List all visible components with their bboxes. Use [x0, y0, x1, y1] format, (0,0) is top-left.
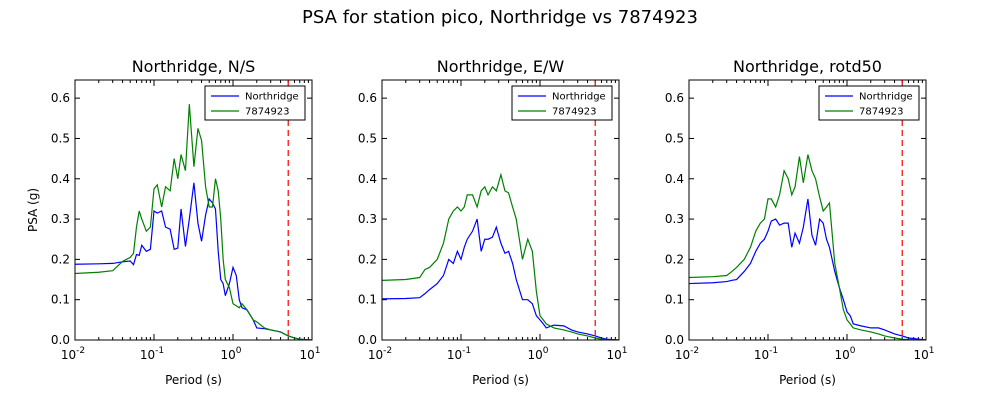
y-tick-label: 0.4: [358, 172, 377, 186]
series-line-northridge: [689, 198, 926, 340]
y-tick-label: 0.5: [358, 131, 377, 145]
chart-panel-2: Northridge, E/W 0.0 0.1 0.2 0.3 0.4 0.5 0.6 10-2…: [358, 57, 628, 387]
x-tick-label: 100: [834, 346, 855, 362]
legend: Northridge 7874923: [204, 85, 306, 121]
y-tick-label: 0.3: [358, 212, 377, 226]
series-line-northridge: [382, 218, 619, 340]
legend: Northridge 7874923: [818, 85, 920, 121]
panel-title: Northridge, E/W: [437, 57, 565, 76]
legend-entry: Northridge: [552, 92, 606, 103]
axes-frame: [688, 79, 927, 341]
axes-frame: [74, 79, 313, 341]
y-tick-label: 0.3: [665, 212, 684, 226]
figure-suptitle: PSA for station pico, Northridge vs 7874…: [302, 7, 698, 28]
legend-entry: 7874923: [859, 107, 904, 118]
y-tick-label: 0.0: [358, 333, 377, 347]
x-axis-label: Period (s): [472, 373, 529, 387]
panel-title: Northridge, rotd50: [733, 57, 882, 76]
series-line-simulation: [75, 104, 312, 340]
legend-box: [204, 85, 306, 121]
y-axis-label: PSA (g): [26, 188, 40, 232]
series-line-simulation: [689, 154, 926, 340]
y-tick-label: 0.0: [51, 333, 70, 347]
x-tick-label: 100: [220, 346, 241, 362]
y-tick-label: 0.3: [51, 212, 70, 226]
y-tick-label: 0.1: [665, 293, 684, 307]
y-tick-label: 0.2: [358, 252, 377, 266]
series-line-simulation: [382, 172, 619, 340]
legend-entry: 7874923: [245, 107, 290, 118]
x-tick-label: 10-1: [140, 346, 164, 362]
panel-title: Northridge, N/S: [132, 57, 256, 76]
legend-box: [511, 85, 613, 121]
y-tick-label: 0.6: [51, 91, 70, 105]
chart-panel-1: Northridge, N/S 0.0 0.1 0.2 0.3 0.4 0.5 0.6 10-2…: [26, 57, 321, 387]
y-tick-label: 0.5: [51, 131, 70, 145]
legend-entry: Northridge: [859, 92, 913, 103]
legend-box: [818, 85, 920, 121]
x-axis-label: Period (s): [165, 373, 222, 387]
x-tick-label: 101: [299, 346, 320, 362]
axes-frame: [381, 79, 620, 341]
x-tick-label: 10-2: [61, 346, 85, 362]
y-tick-label: 0.6: [358, 91, 377, 105]
x-axis-label: Period (s): [779, 373, 836, 387]
y-tick-label: 0.1: [358, 293, 377, 307]
chart-panel-3: Northridge, rotd50 0.0 0.1 0.2 0.3 0.4 0.5 0.6 1…: [665, 57, 935, 387]
x-tick-label: 101: [606, 346, 627, 362]
y-tick-label: 0.6: [665, 91, 684, 105]
y-tick-label: 0.1: [51, 293, 70, 307]
y-tick-label: 0.2: [665, 252, 684, 266]
y-tick-label: 0.2: [51, 252, 70, 266]
y-tick-label: 0.0: [665, 333, 684, 347]
series-line-northridge: [75, 182, 312, 340]
legend: Northridge 7874923: [511, 85, 613, 121]
x-tick-label: 101: [913, 346, 934, 362]
x-tick-label: 10-1: [447, 346, 471, 362]
y-tick-label: 0.5: [665, 131, 684, 145]
x-tick-label: 10-2: [675, 346, 699, 362]
legend-entry: Northridge: [245, 92, 299, 103]
x-tick-label: 100: [527, 346, 548, 362]
y-tick-label: 0.4: [51, 172, 70, 186]
y-tick-label: 0.4: [665, 172, 684, 186]
x-tick-label: 10-1: [754, 346, 778, 362]
x-tick-label: 10-2: [368, 346, 392, 362]
legend-entry: 7874923: [552, 107, 597, 118]
